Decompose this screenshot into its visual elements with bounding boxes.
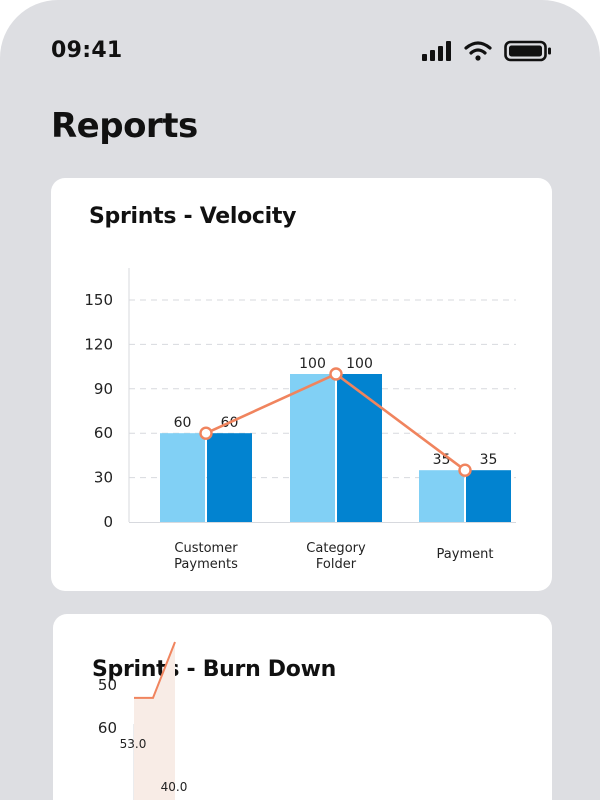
bar (290, 374, 335, 522)
bar (337, 374, 382, 522)
line-point (458, 463, 472, 477)
battery-icon (504, 40, 551, 62)
x-tick-label: Customer (174, 541, 238, 556)
velocity-card-title: Sprints - Velocity (89, 204, 297, 229)
bar (466, 470, 511, 522)
y-tick-label: 150 (84, 291, 113, 309)
point-label: 53.0 (120, 737, 147, 751)
bar-value-label: 100 (346, 356, 373, 372)
line-point (199, 426, 213, 440)
y-tick-label: 90 (94, 380, 113, 398)
status-bar: 09:41 (0, 0, 600, 100)
y-tick-label: 60 (94, 424, 113, 442)
bar-value-label: 35 (433, 452, 451, 468)
signal-icon (422, 41, 451, 61)
point-label: 40.0 (161, 780, 188, 794)
burndown-card[interactable]: Sprints - Burn Down 60 50 53.0 40.0 (53, 614, 552, 800)
y-tick-label: 30 (94, 469, 113, 487)
x-tick-label: Folder (316, 557, 357, 572)
bar (419, 470, 464, 522)
wifi-icon (464, 41, 492, 61)
y-tick-label: 60 (98, 719, 117, 737)
x-tick-label: Category (306, 541, 366, 556)
status-icons (422, 40, 552, 62)
velocity-card[interactable]: Sprints - Velocity 0 30 60 90 120 150 60 60 Cust… (51, 178, 552, 591)
y-tick-label: 0 (103, 513, 113, 531)
burndown-card-title: Sprints - Burn Down (92, 657, 336, 682)
area-line (134, 641, 176, 699)
bar (160, 433, 205, 522)
bar-value-label: 60 (174, 415, 192, 431)
y-tick-label: 120 (84, 335, 113, 353)
page-title: Reports (51, 106, 198, 146)
y-tick-label: 50 (98, 676, 117, 694)
bar-value-label: 100 (299, 356, 326, 372)
bar-value-label: 35 (480, 452, 498, 468)
x-tick-label: Payment (437, 547, 494, 562)
line-point (329, 367, 343, 381)
status-time: 09:41 (51, 38, 123, 63)
x-tick-label: Payments (174, 557, 238, 572)
burndown-chart: 60 50 53.0 40.0 (98, 641, 188, 800)
area-fill (134, 642, 175, 800)
bar (207, 433, 252, 522)
